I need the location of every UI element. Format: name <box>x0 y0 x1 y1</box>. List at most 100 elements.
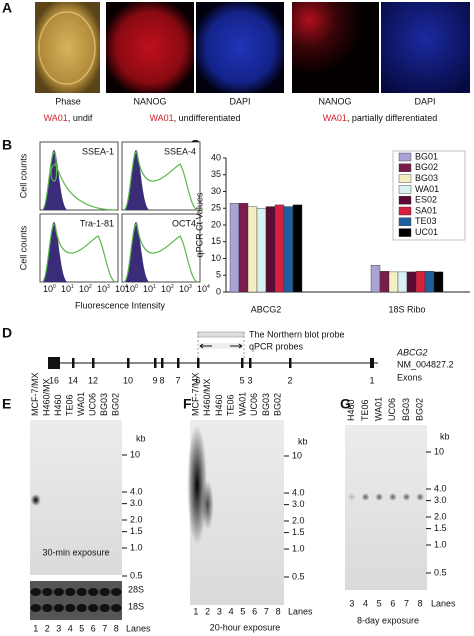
tick-base: 10 <box>97 284 107 294</box>
lane-number: 6 <box>91 623 96 633</box>
legend-label: BG01 <box>415 151 438 161</box>
caption-line: WA01 <box>44 113 68 123</box>
blot-film <box>30 420 122 575</box>
caption-rest: , undifferentiated <box>174 113 241 123</box>
gene-name: ABCG2 <box>396 347 428 357</box>
caption-line: WA01 <box>149 113 173 123</box>
lanes-label: Lanes <box>126 623 151 633</box>
size-unit: kb <box>440 431 450 441</box>
tick-base: 10 <box>125 284 135 294</box>
y-tick-label: 20 <box>211 219 221 229</box>
x-tick-label: 103 <box>97 284 110 294</box>
lanes-label: Lanes <box>431 598 456 608</box>
tick-exp: 3 <box>189 284 192 290</box>
size-label: 10 <box>434 446 444 456</box>
exon <box>177 358 180 368</box>
lane-number: 1 <box>33 623 38 633</box>
tick-base: 10 <box>115 284 125 294</box>
size-label: 1.0 <box>130 542 143 552</box>
lane-label: H460 <box>53 394 63 416</box>
tick-base: 10 <box>179 284 189 294</box>
exon-label: Exons <box>397 372 423 382</box>
tick-exp: 2 <box>171 284 174 290</box>
bar <box>265 206 276 293</box>
lane-number: 4 <box>363 598 368 608</box>
rrna-band <box>76 588 87 596</box>
x-axis-label: Fluorescence Intensity <box>75 300 166 310</box>
size-label: 1.0 <box>292 543 305 553</box>
x-tick-label: 101 <box>143 284 156 294</box>
size-label: 0.5 <box>130 570 143 580</box>
y-tick-label: 15 <box>211 236 221 246</box>
band <box>347 493 356 501</box>
lane-label: UC06 <box>88 393 98 416</box>
x-tick-label: 102 <box>161 284 174 294</box>
exon-number: 10 <box>123 375 133 385</box>
lane-label: BG02 <box>111 393 121 416</box>
micrograph <box>381 2 470 93</box>
rrna-band <box>111 588 122 596</box>
northern-probe <box>197 331 245 338</box>
exon-number: 2 <box>287 375 292 385</box>
isotype-peak <box>124 150 150 210</box>
legend-label: BG02 <box>415 162 438 172</box>
rrna-band <box>99 588 110 596</box>
lane-number: 8 <box>418 598 423 608</box>
size-label: 3.0 <box>292 499 305 509</box>
tick-exp: 0 <box>135 284 138 290</box>
x-tick-label: 18S Ribo <box>388 304 425 314</box>
legend-swatch <box>398 195 412 205</box>
image-label: NANOG <box>318 96 351 106</box>
size-label: 4.0 <box>292 487 305 497</box>
bar <box>283 206 294 293</box>
exon <box>197 358 200 368</box>
tick-exp: 0 <box>53 284 56 290</box>
legend-label: WA01 <box>415 184 439 194</box>
tick-base: 10 <box>79 284 89 294</box>
bar <box>292 204 303 293</box>
lane-label: TE06 <box>360 399 370 421</box>
y-tick-label: 40 <box>211 152 221 162</box>
qpcr-arrow <box>199 343 243 349</box>
legend-label: BG03 <box>415 173 438 183</box>
bar <box>256 208 267 293</box>
caption-line: WA01 <box>323 113 347 123</box>
legend-swatch <box>398 185 412 194</box>
bar <box>406 271 417 293</box>
tick-base: 10 <box>61 284 71 294</box>
stain-curve <box>41 223 117 283</box>
tick-base: 10 <box>197 284 207 294</box>
band <box>30 494 41 506</box>
tick-exp: 4 <box>207 284 210 290</box>
size-label: 1.5 <box>292 527 305 537</box>
lane-number: 7 <box>404 598 409 608</box>
panel-label: A <box>2 0 12 16</box>
size-unit: kb <box>298 436 308 446</box>
exon-number: 5 <box>239 375 244 385</box>
tick-exp: 2 <box>89 284 92 290</box>
rrna-band <box>76 604 87 612</box>
probe-label: The Northern blot probe <box>249 329 345 339</box>
qpcr-probe-band <box>198 343 244 349</box>
lane-label: WA01 <box>374 397 384 421</box>
stain-curve <box>41 151 117 211</box>
image-label: DAPI <box>414 96 435 106</box>
lane-number: 4 <box>68 623 73 633</box>
x-tick-label: 103 <box>179 284 192 294</box>
lane-number: 3 <box>217 606 222 616</box>
rrna-band <box>42 604 53 612</box>
legend-swatch <box>398 152 412 162</box>
lane-number: 3 <box>56 623 61 633</box>
panel-label: G <box>340 396 351 412</box>
smear <box>201 480 214 530</box>
rrna-band <box>99 604 110 612</box>
exon <box>370 358 374 368</box>
panel-label: B <box>2 137 12 153</box>
marker-label: Tra-1-81 <box>80 218 114 228</box>
legend-swatch <box>398 174 412 183</box>
band <box>402 493 411 501</box>
caption: WA01, undif <box>44 113 93 123</box>
size-label: 1.5 <box>434 523 447 533</box>
exposure-label: 8-day exposure <box>357 615 419 625</box>
